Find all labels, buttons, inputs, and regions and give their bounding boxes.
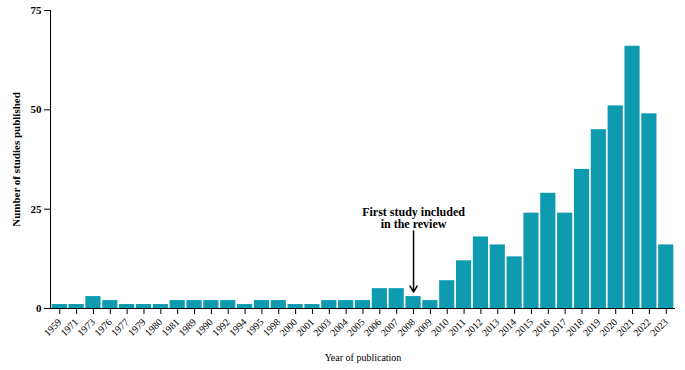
svg-text:2001: 2001: [294, 316, 317, 339]
svg-text:1989: 1989: [176, 316, 199, 339]
svg-text:2022: 2022: [631, 316, 654, 339]
svg-text:2020: 2020: [597, 316, 620, 339]
svg-text:25: 25: [31, 203, 43, 215]
svg-text:1994: 1994: [226, 316, 249, 339]
svg-text:2018: 2018: [563, 316, 586, 339]
svg-text:1977: 1977: [108, 316, 131, 339]
svg-text:2008: 2008: [395, 316, 418, 339]
svg-text:2005: 2005: [344, 316, 367, 339]
svg-text:1959: 1959: [41, 316, 64, 339]
svg-text:2000: 2000: [277, 316, 300, 339]
svg-text:0: 0: [36, 302, 42, 314]
svg-text:First study includedin the rev: First study includedin the review: [362, 205, 465, 231]
svg-text:1979: 1979: [125, 316, 148, 339]
svg-text:1976: 1976: [92, 316, 114, 339]
svg-text:2021: 2021: [614, 316, 637, 339]
svg-text:50: 50: [31, 103, 43, 115]
svg-text:1971: 1971: [58, 316, 81, 339]
svg-text:1992: 1992: [210, 316, 232, 339]
svg-text:2016: 2016: [530, 316, 552, 339]
svg-text:2003: 2003: [311, 316, 333, 339]
svg-text:2014: 2014: [496, 316, 519, 339]
svg-text:75: 75: [31, 4, 43, 16]
svg-text:2011: 2011: [446, 316, 468, 338]
svg-text:2006: 2006: [361, 316, 384, 339]
svg-text:1981: 1981: [159, 316, 182, 339]
svg-text:2012: 2012: [462, 316, 485, 339]
svg-text:1995: 1995: [243, 316, 266, 339]
svg-text:1990: 1990: [193, 316, 216, 339]
svg-text:1973: 1973: [75, 316, 98, 339]
svg-text:2017: 2017: [546, 316, 569, 339]
svg-text:2007: 2007: [378, 316, 401, 339]
svg-text:2019: 2019: [580, 316, 603, 339]
svg-text:2023: 2023: [648, 316, 670, 338]
svg-text:Number of studies published: Number of studies published: [10, 92, 22, 227]
svg-text:1998: 1998: [260, 316, 283, 339]
svg-text:Year of publication: Year of publication: [325, 352, 402, 363]
svg-text:1980: 1980: [142, 316, 165, 339]
svg-text:2015: 2015: [513, 316, 536, 339]
svg-text:2009: 2009: [412, 316, 435, 339]
svg-text:2013: 2013: [479, 316, 502, 339]
svg-text:2010: 2010: [429, 316, 451, 339]
svg-text:2004: 2004: [327, 316, 350, 339]
